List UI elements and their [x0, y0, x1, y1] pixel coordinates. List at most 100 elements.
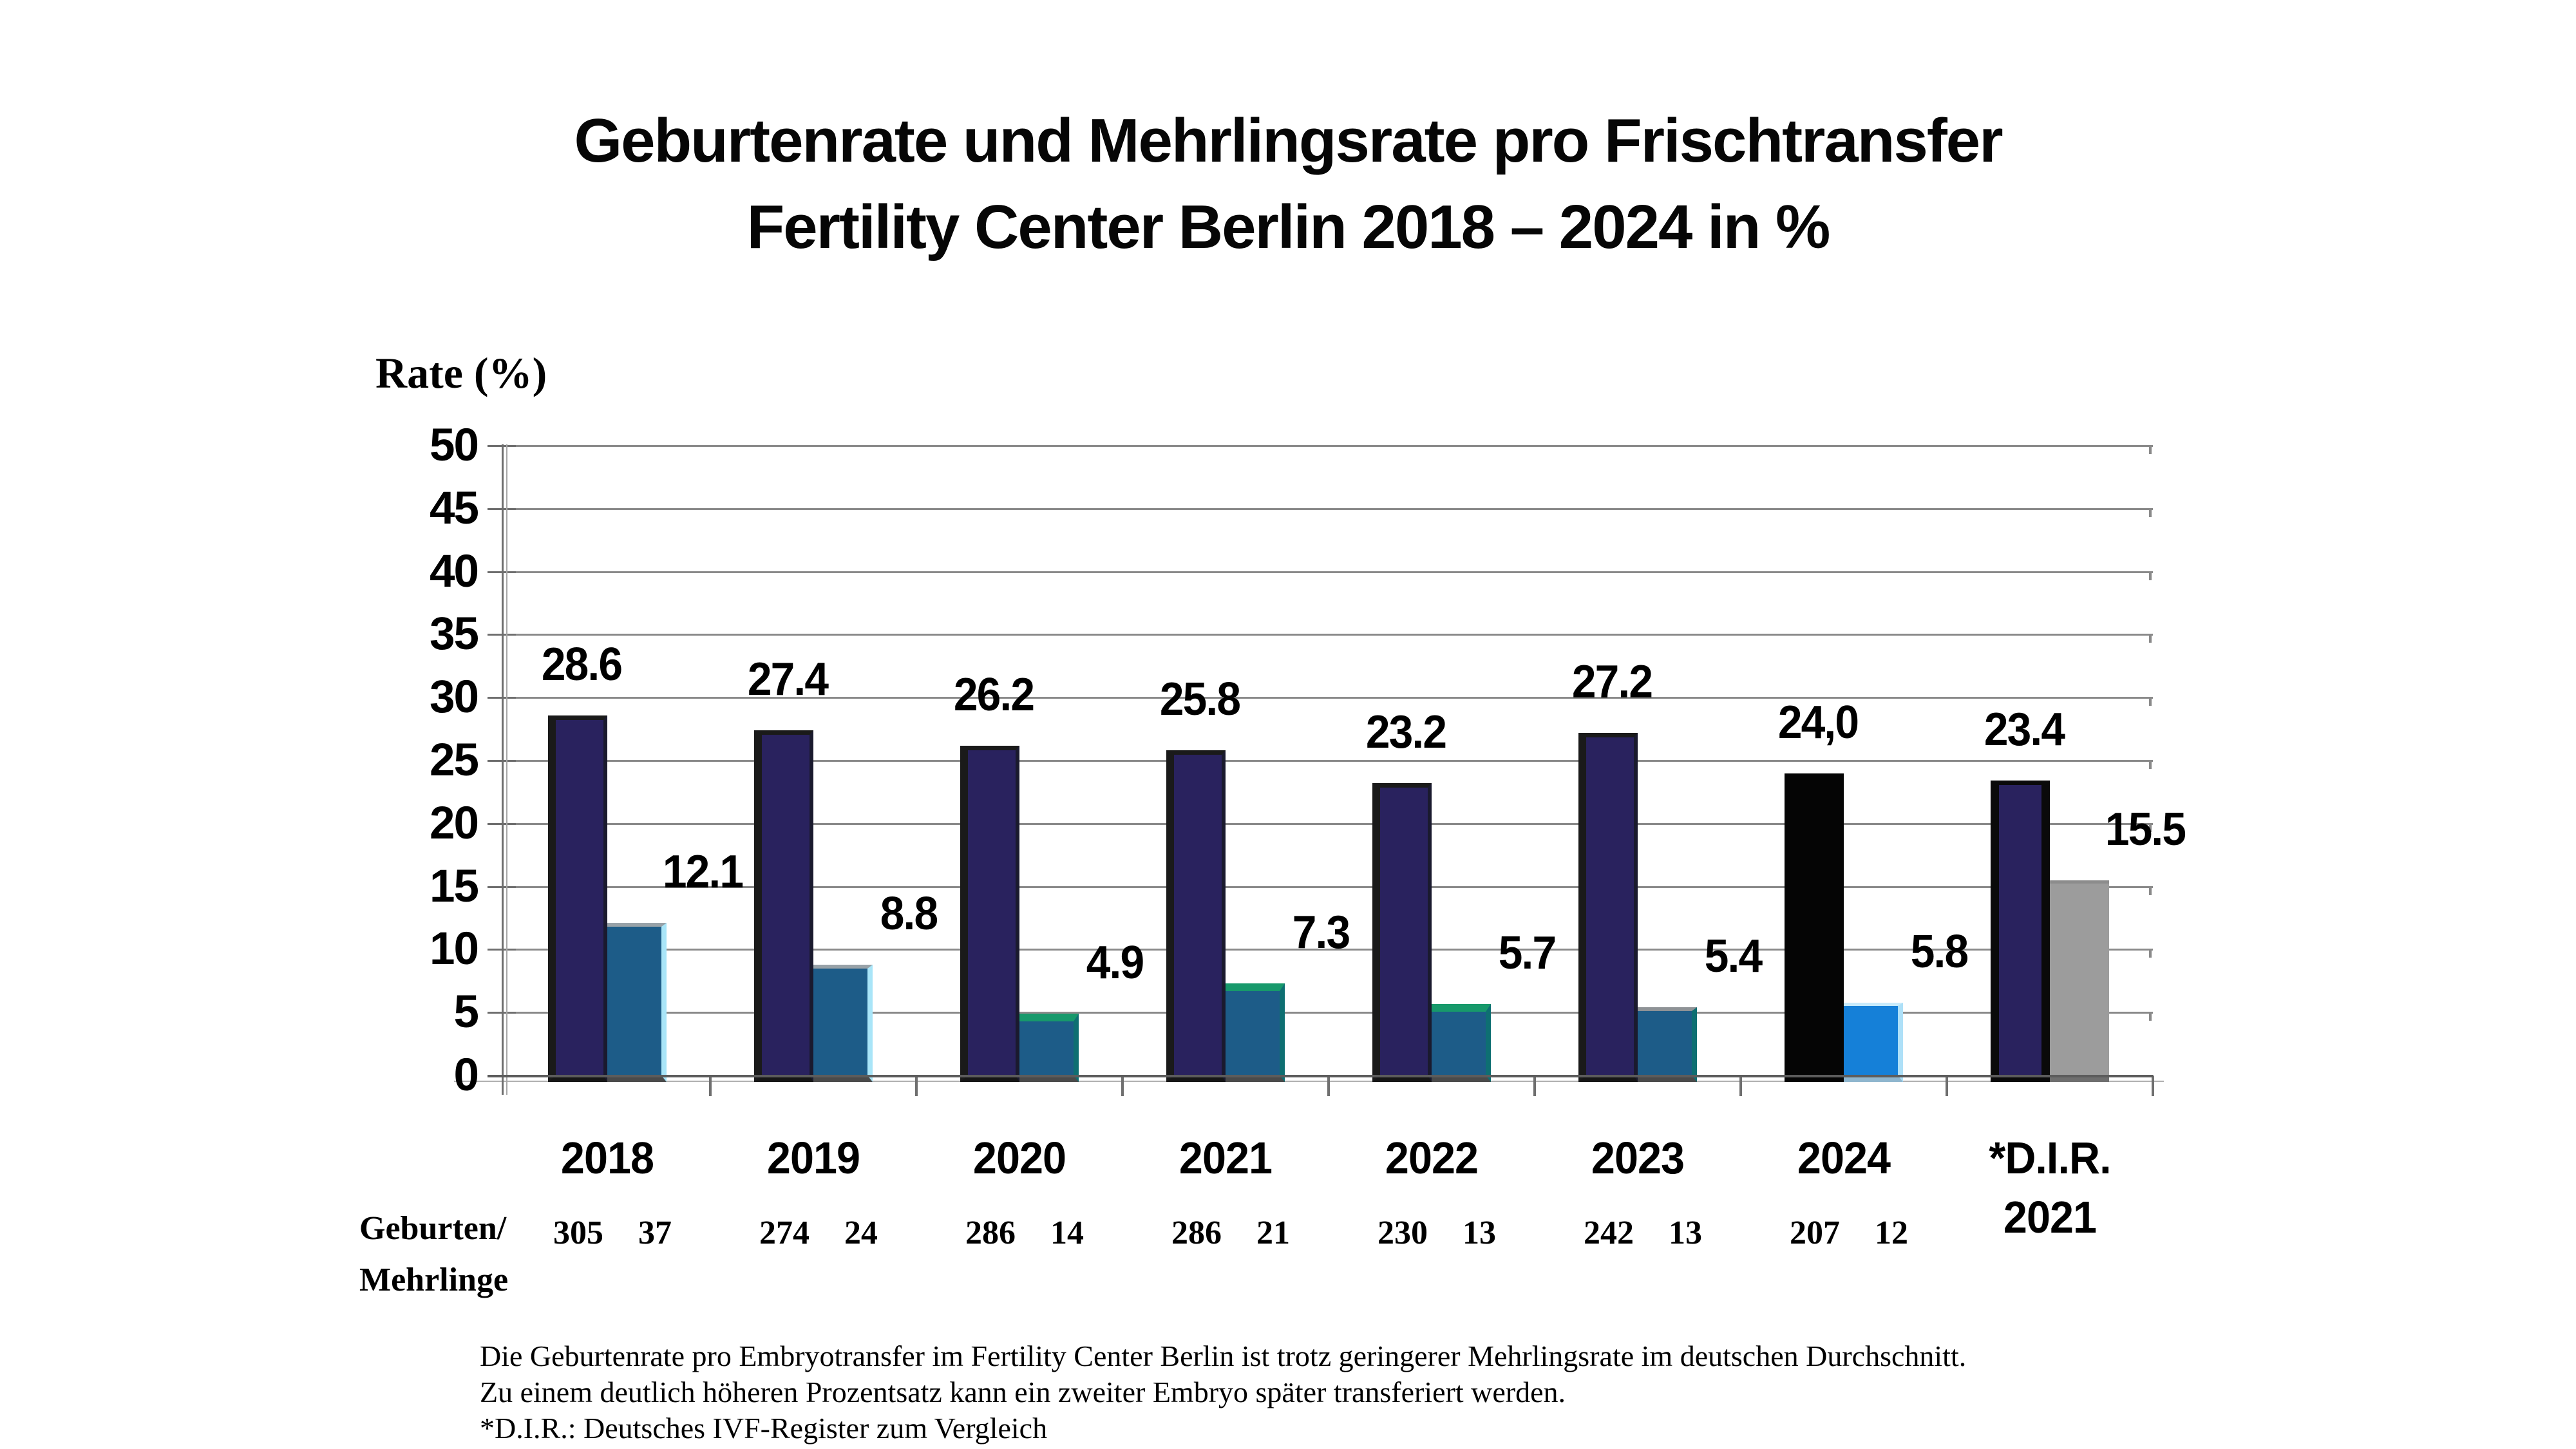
chart-title-line-2: Fertility Center Berlin 2018 – 2024 in %	[746, 193, 1831, 261]
multiples-count: 21	[1256, 1215, 1290, 1251]
value-label-mehrlingsrate-2023: 5.4	[1704, 931, 1763, 983]
x-label-2020: 2020	[973, 1128, 1066, 1188]
x-label-line: 2022	[1385, 1133, 1479, 1183]
births-count: 286	[1171, 1215, 1222, 1251]
geburten-mehrlinge-label: Geburten/ Mehrlinge	[359, 1203, 508, 1306]
bar-mehrlingsrate-2019	[813, 964, 873, 1082]
x-label-line: 2024	[1797, 1133, 1891, 1183]
births-multiples-2018: 305 37	[553, 1213, 672, 1253]
geburten-label-line: Geburten/	[359, 1210, 507, 1247]
bar-mehrlingsrate-2020	[1019, 1014, 1079, 1082]
gridline	[504, 697, 2153, 699]
x-axis-tick	[1327, 1075, 1330, 1096]
births-count: 242	[1584, 1215, 1634, 1251]
gridline-end-hook	[2149, 949, 2152, 958]
gridline	[504, 634, 2153, 636]
gridline-end-hook	[2149, 634, 2152, 643]
bar-mehrlingsrate-2024	[1844, 1002, 1903, 1082]
chart-title: Geburtenrate und Mehrlingsrate pro Frisc…	[0, 98, 2576, 270]
gridline-end-hook	[2149, 822, 2152, 832]
bar-geburtenrate-2022	[1372, 783, 1432, 1082]
x-axis-tick	[915, 1075, 918, 1096]
y-tick-label: 40	[430, 545, 479, 597]
value-label-mehrlingsrate-2019: 8.8	[880, 887, 938, 940]
bar-mehrlingsrate-2022	[1432, 1003, 1491, 1082]
bar-geburtenrate-2024	[1785, 773, 1844, 1082]
gridline	[504, 949, 2153, 951]
y-tick-label: 50	[430, 420, 479, 471]
gridline-end-hook	[2149, 1012, 2152, 1021]
value-label-geburtenrate-2021: 25.8	[1159, 674, 1241, 726]
value-label-mehrlingsrate-2021: 7.3	[1292, 907, 1350, 959]
y-tick-label: 15	[430, 860, 479, 912]
births-multiples-2022: 230 13	[1378, 1213, 1496, 1253]
multiples-count: 37	[638, 1215, 672, 1251]
gridline	[504, 507, 2153, 510]
gridline	[504, 886, 2153, 888]
multiples-count: 12	[1875, 1215, 1908, 1251]
value-label-geburtenrate-2022: 23.2	[1365, 706, 1447, 759]
value-label-geburtenrate-2019: 27.4	[747, 654, 829, 706]
multiples-count: 13	[1669, 1215, 1702, 1251]
y-tick-label: 25	[430, 735, 479, 786]
gridline	[504, 445, 2153, 447]
x-label-line: 2021	[2003, 1192, 2097, 1242]
gridline	[504, 1012, 2153, 1014]
footnote-line-2: Zu einem deutlich höheren Prozentsatz ka…	[480, 1376, 1566, 1408]
bar-geburtenrate-2021	[1166, 750, 1226, 1082]
value-label-mehrlingsrate-d-i-r-2021: 15.5	[2105, 803, 2186, 855]
y-axis-line	[502, 444, 504, 1095]
y-tick-label: 20	[430, 797, 479, 849]
births-multiples-2021: 286 21	[1171, 1213, 1290, 1253]
bar-mehrlingsrate-d-i-r-2021	[2050, 880, 2109, 1082]
multiples-count: 24	[844, 1215, 878, 1251]
gridline	[504, 571, 2153, 573]
births-count: 230	[1378, 1215, 1428, 1251]
x-axis-tick	[2152, 1075, 2154, 1096]
bar-geburtenrate-2023	[1578, 732, 1638, 1082]
footnotes: Die Geburtenrate pro Embryotransfer im F…	[480, 1338, 1966, 1446]
x-label-line: 2021	[1179, 1133, 1273, 1183]
footnote-line-1: Die Geburtenrate pro Embryotransfer im F…	[480, 1340, 1967, 1372]
x-label-2019: 2019	[767, 1128, 860, 1188]
gridline-end-hook	[2149, 697, 2152, 706]
y-tick-label: 0	[453, 1050, 480, 1101]
x-axis-tick	[709, 1075, 712, 1096]
births-multiples-2024: 207 12	[1790, 1213, 1908, 1253]
y-tick-label: 30	[430, 672, 479, 723]
births-count: 305	[553, 1215, 603, 1251]
bar-geburtenrate-2020	[960, 745, 1019, 1082]
births-count: 274	[759, 1215, 810, 1251]
bar-geburtenrate-2019	[754, 730, 813, 1082]
x-label-2021: 2021	[1179, 1128, 1273, 1188]
value-label-geburtenrate-d-i-r-2021: 23.4	[1984, 704, 2065, 756]
x-label-2024: 2024	[1797, 1128, 1891, 1188]
bar-geburtenrate-d-i-r-2021	[1991, 781, 2050, 1082]
x-label-d-i-r-2021: *D.I.R. 2021	[1989, 1128, 2111, 1247]
value-label-mehrlingsrate-2022: 5.7	[1498, 927, 1557, 979]
gridline-end-hook	[2149, 507, 2152, 517]
mehrlinge-label-line: Mehrlinge	[359, 1262, 509, 1298]
births-multiples-2020: 286 14	[965, 1213, 1084, 1253]
x-label-line: 2023	[1591, 1133, 1685, 1183]
value-label-geburtenrate-2023: 27.2	[1571, 656, 1653, 708]
multiples-count: 14	[1050, 1215, 1084, 1251]
footnote-line-3: *D.I.R.: Deutsches IVF-Register zum Verg…	[480, 1412, 1048, 1444]
x-axis-tick	[1533, 1075, 1536, 1096]
gridline-end-hook	[2149, 571, 2152, 580]
bar-mehrlingsrate-2021	[1226, 983, 1285, 1082]
value-label-geburtenrate-2020: 26.2	[953, 668, 1035, 721]
y-axis-line-inner	[506, 444, 507, 1095]
gridline-end-hook	[2149, 886, 2152, 895]
y-tick-label: 35	[430, 609, 479, 660]
x-axis-shadow-line	[454, 1081, 2164, 1082]
gridline-end-hook	[2149, 760, 2152, 769]
chart-title-line-1: Geburtenrate und Mehrlingsrate pro Frisc…	[574, 106, 2003, 175]
x-label-2018: 2018	[561, 1128, 654, 1188]
x-axis-line	[488, 1075, 2153, 1077]
x-label-2022: 2022	[1385, 1128, 1479, 1188]
x-axis-tick	[1739, 1075, 1742, 1096]
value-label-mehrlingsrate-2020: 4.9	[1086, 937, 1144, 989]
y-tick-label: 5	[453, 987, 480, 1038]
